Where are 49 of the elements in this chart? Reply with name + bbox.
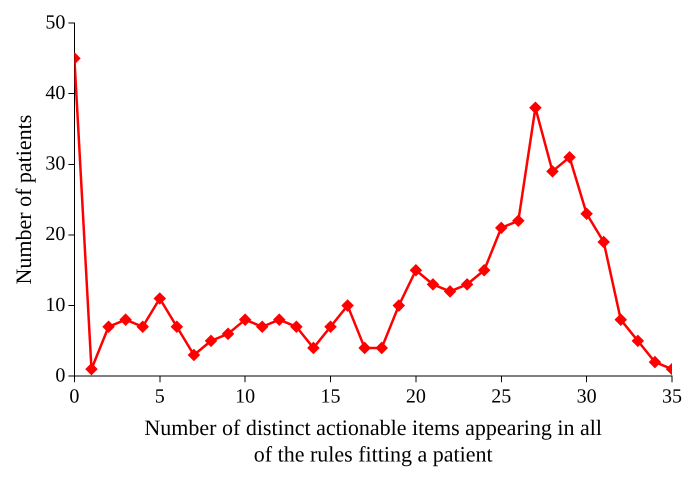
x-tick-label: 15 — [320, 385, 341, 408]
point — [615, 314, 627, 326]
point — [632, 335, 644, 347]
y-tick-label: 10 — [45, 294, 66, 316]
point — [598, 236, 610, 248]
point — [393, 300, 405, 312]
point — [256, 321, 268, 332]
point — [444, 286, 456, 298]
y-tick-label: 0 — [55, 364, 66, 386]
point — [239, 314, 251, 326]
point — [86, 363, 98, 375]
point — [290, 321, 302, 332]
point — [564, 151, 576, 163]
point — [427, 278, 439, 290]
point — [376, 342, 388, 354]
point — [410, 264, 422, 276]
x-tick-label: 20 — [406, 385, 426, 408]
point — [136, 321, 148, 332]
y-tick-label: 50 — [45, 11, 66, 34]
point — [171, 321, 183, 332]
point — [478, 264, 490, 276]
point — [496, 222, 508, 234]
y-tick-label: 30 — [45, 152, 66, 175]
x-tick-label: 35 — [662, 385, 682, 408]
point — [205, 335, 217, 347]
x-axis-title: Number of distinct actionable items appearing in all of the rules fitting a patient — [144, 415, 602, 467]
point — [120, 314, 132, 326]
x-tick-label: 25 — [491, 385, 512, 408]
x-tick-label: 5 — [154, 385, 165, 408]
point — [342, 300, 354, 312]
point — [649, 356, 661, 368]
point — [102, 321, 114, 332]
point — [324, 321, 336, 332]
x-tick-label: 10 — [235, 385, 256, 408]
point — [358, 342, 370, 354]
point — [461, 278, 473, 290]
point — [308, 342, 320, 354]
point — [512, 215, 524, 227]
point — [222, 328, 234, 340]
y-tick-label: 40 — [45, 82, 66, 104]
point — [546, 166, 558, 178]
x-tick-label: 30 — [576, 385, 597, 408]
y-axis-title: Number of patients — [10, 114, 36, 285]
y-tick-label: 20 — [45, 223, 66, 246]
point — [274, 314, 286, 326]
point — [154, 292, 166, 304]
x-tick-label: 0 — [69, 385, 80, 408]
point — [188, 349, 200, 361]
point — [580, 208, 592, 220]
